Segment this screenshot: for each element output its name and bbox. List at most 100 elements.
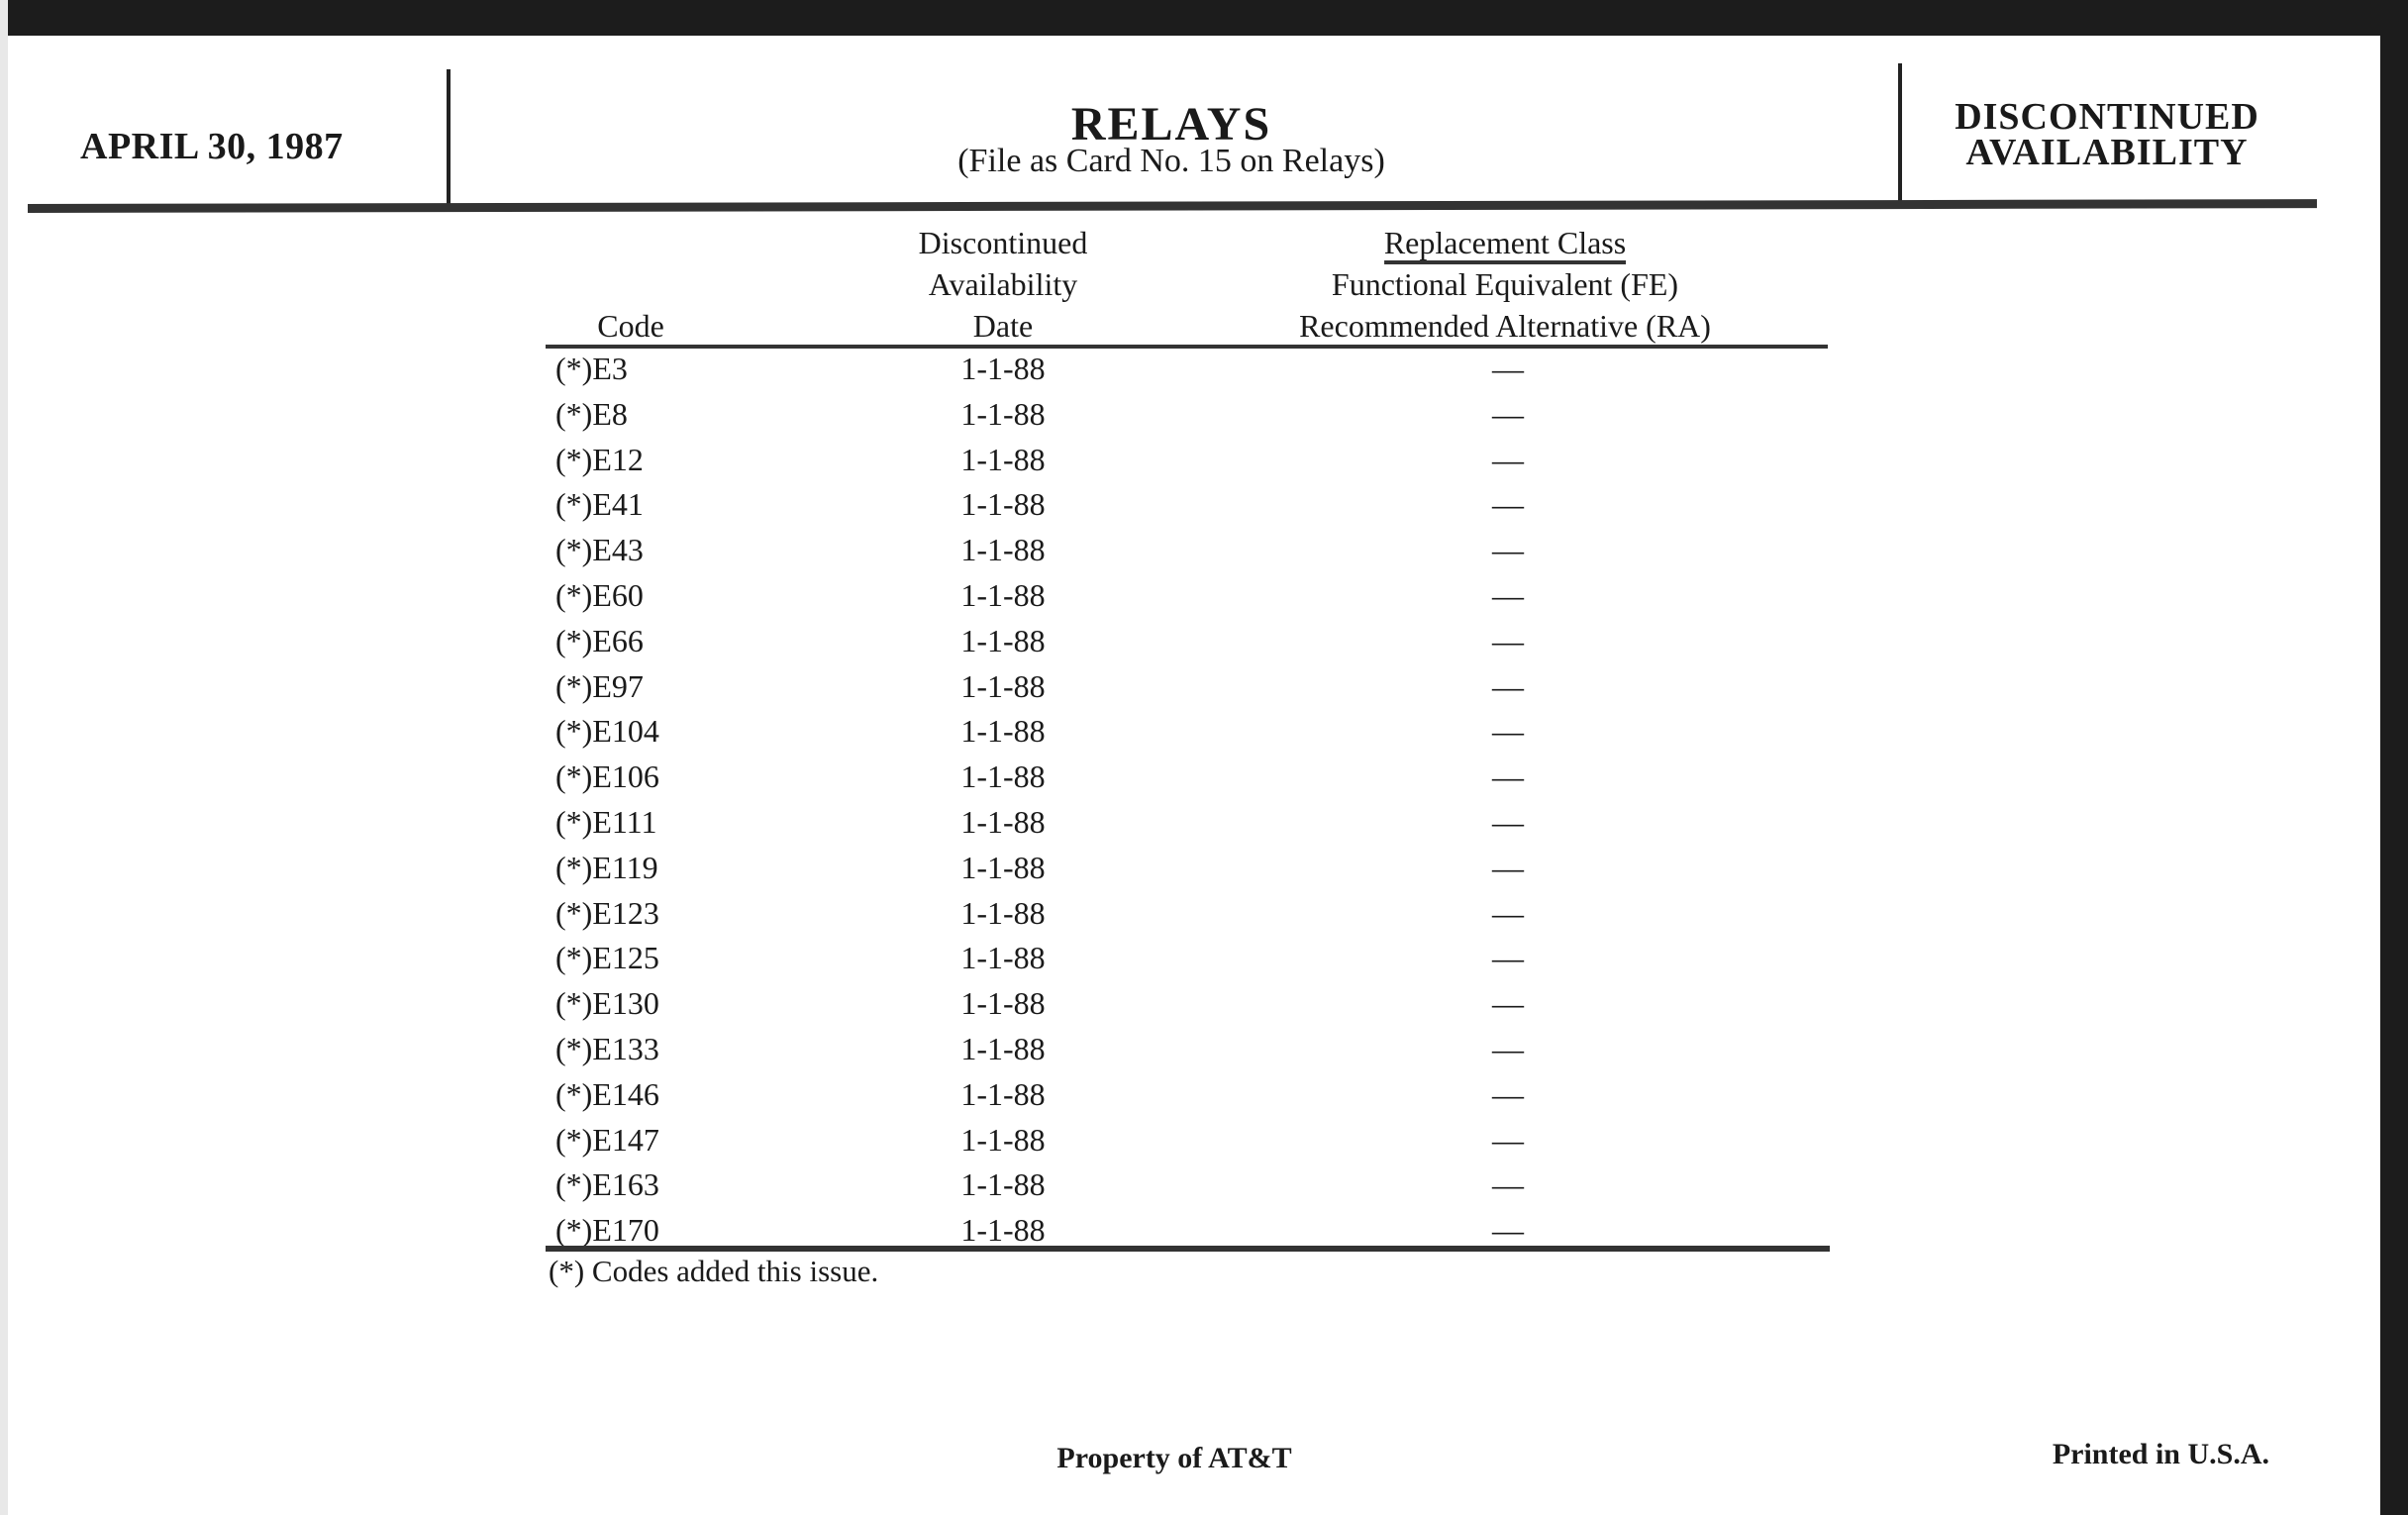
cell-date: 1-1-88 (960, 395, 1046, 432)
cell-date: 1-1-88 (960, 758, 1046, 795)
cell-code: (*)E41 (555, 486, 644, 523)
cell-date: 1-1-88 (960, 622, 1046, 658)
cell-code: (*)E123 (555, 894, 659, 931)
cell-replacement: — (1492, 395, 1524, 432)
table-row: (*)E170 1-1-88 — (546, 1212, 1828, 1258)
cell-code: (*)E43 (555, 532, 644, 568)
cell-date: 1-1-88 (960, 849, 1046, 885)
cell-code: (*)E97 (555, 667, 644, 704)
printed-notice: Printed in U.S.A. (2052, 1438, 2269, 1470)
table-row: (*)E3 1-1-88 — (546, 351, 1828, 396)
cell-code: (*)E104 (555, 713, 659, 750)
cell-replacement: — (1492, 1075, 1524, 1112)
table-row: (*)E8 1-1-88 — (546, 396, 1828, 442)
header-divider-left (447, 69, 451, 210)
column-header-date-line: Discontinued (918, 225, 1088, 260)
table-row: (*)E163 1-1-88 — (546, 1166, 1828, 1212)
cell-replacement: — (1492, 441, 1524, 477)
table-row: (*)E106 1-1-88 — (546, 758, 1828, 804)
footnote: (*) Codes added this issue. (549, 1254, 879, 1288)
cell-code: (*)E8 (555, 395, 628, 432)
cell-replacement: — (1492, 486, 1524, 523)
table-row: (*)E123 1-1-88 — (546, 895, 1828, 941)
header-divider-right (1898, 63, 1902, 204)
issue-date: APRIL 30, 1987 (80, 126, 344, 167)
cell-replacement: — (1492, 985, 1524, 1022)
column-header-replacement-line: Recommended Alternative (RA) (1299, 308, 1711, 344)
cell-code: (*)E66 (555, 622, 644, 658)
cell-date: 1-1-88 (960, 985, 1046, 1022)
cell-date: 1-1-88 (960, 532, 1046, 568)
cell-code: (*)E106 (555, 758, 659, 795)
cell-code: (*)E130 (555, 985, 659, 1022)
cell-code: (*)E119 (555, 849, 658, 885)
cell-replacement: — (1492, 1212, 1524, 1249)
cell-date: 1-1-88 (960, 667, 1046, 704)
cell-replacement: — (1492, 622, 1524, 658)
table-header-rule (546, 345, 1828, 349)
cell-code: (*)E163 (555, 1166, 659, 1203)
table-row: (*)E125 1-1-88 — (546, 940, 1828, 985)
cell-date: 1-1-88 (960, 1166, 1046, 1203)
table-row: (*)E119 1-1-88 — (546, 850, 1828, 895)
status-label: DISCONTINUED AVAILABILITY (1955, 96, 2259, 173)
cell-replacement: — (1492, 351, 1524, 386)
status-line-1: DISCONTINUED (1955, 96, 2259, 138)
table-row: (*)E111 1-1-88 — (546, 804, 1828, 850)
cell-date: 1-1-88 (960, 351, 1046, 386)
property-notice: Property of AT&T (1056, 1442, 1292, 1474)
page-title: RELAYS (1070, 98, 1272, 151)
cell-date: 1-1-88 (960, 713, 1046, 750)
cell-code: (*)E60 (555, 577, 644, 613)
column-header-code: Code (597, 308, 664, 344)
cell-code: (*)E147 (555, 1121, 659, 1158)
cell-code: (*)E125 (555, 940, 659, 976)
cell-date: 1-1-88 (960, 1075, 1046, 1112)
cell-replacement: — (1492, 532, 1524, 568)
cell-replacement: — (1492, 577, 1524, 613)
cell-date: 1-1-88 (960, 486, 1046, 523)
page-subtitle: (File as Card No. 15 on Relays) (957, 143, 1385, 179)
replacement-class-heading: Replacement Class (1383, 225, 1627, 264)
table-row: (*)E130 1-1-88 — (546, 985, 1828, 1031)
cell-code: (*)E111 (555, 804, 657, 840)
header-rule (27, 199, 2318, 213)
cell-date: 1-1-88 (960, 441, 1046, 477)
cell-date: 1-1-88 (960, 940, 1046, 976)
cell-date: 1-1-88 (960, 804, 1046, 840)
column-header-replacement: Replacement Class Functional Equivalent … (1299, 222, 1711, 347)
scan-border-right (2380, 0, 2408, 1515)
cell-replacement: — (1492, 1121, 1524, 1158)
column-header-date: Discontinued Availability Date (919, 222, 1088, 347)
cell-replacement: — (1492, 804, 1524, 840)
table-row: (*)E60 1-1-88 — (546, 577, 1828, 623)
table-bottom-rule (546, 1246, 1830, 1252)
cell-code: (*)E133 (555, 1031, 659, 1066)
cell-replacement: — (1492, 849, 1524, 885)
column-header-replacement-line: Functional Equivalent (FE) (1331, 266, 1679, 302)
status-line-2: AVAILABILITY (1965, 132, 2249, 173)
table-row: (*)E43 1-1-88 — (546, 532, 1828, 577)
table-row: (*)E146 1-1-88 — (546, 1076, 1828, 1122)
table-row: (*)E66 1-1-88 — (546, 623, 1828, 668)
cell-replacement: — (1492, 1166, 1524, 1203)
cell-date: 1-1-88 (960, 577, 1046, 613)
table-row: (*)E133 1-1-88 — (546, 1031, 1828, 1076)
cell-date: 1-1-88 (960, 1121, 1046, 1158)
cell-replacement: — (1492, 667, 1524, 704)
table-row: (*)E41 1-1-88 — (546, 486, 1828, 532)
cell-code: (*)E146 (555, 1075, 659, 1112)
scan-border-left (0, 0, 8, 1515)
table-row: (*)E147 1-1-88 — (546, 1122, 1828, 1167)
column-header-date-line: Date (972, 308, 1034, 344)
cell-replacement: — (1492, 713, 1524, 750)
table-row: (*)E104 1-1-88 — (546, 713, 1828, 758)
table-row: (*)E12 1-1-88 — (546, 442, 1828, 487)
cell-replacement: — (1492, 894, 1524, 931)
cell-date: 1-1-88 (960, 894, 1046, 931)
cell-replacement: — (1492, 1031, 1524, 1066)
scan-border-top (0, 0, 2408, 36)
cell-date: 1-1-88 (960, 1031, 1046, 1066)
cell-replacement: — (1492, 758, 1524, 795)
cell-code: (*)E3 (555, 351, 628, 386)
